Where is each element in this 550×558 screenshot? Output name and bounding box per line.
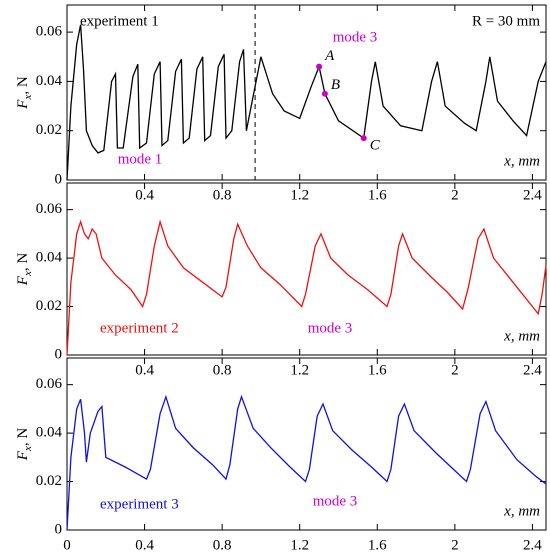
point-label: A (324, 48, 335, 64)
point-label: B (331, 77, 340, 93)
y-label-sub: x (22, 271, 34, 277)
x-tick-label: 2.4 (523, 362, 542, 378)
plot-frame (66, 4, 547, 181)
y-label-sub: x (22, 95, 34, 101)
x-tick-label: 0.8 (213, 537, 232, 553)
y-tick-label: 0.02 (36, 298, 62, 314)
x-tick-label: 0.4 (135, 537, 154, 553)
x-tick-label: 1.2 (290, 362, 309, 378)
x-tick-label: 2 (451, 362, 459, 378)
annotation: mode 1 (118, 151, 163, 167)
x-tick-label: 0.4 (135, 362, 154, 378)
y-tick-label: 0 (55, 171, 63, 187)
x-tick-label: 2.4 (523, 187, 542, 203)
y-tick-label: 0.02 (36, 473, 62, 489)
y-label-unit: , N (15, 76, 31, 95)
y-label-main: F (15, 275, 31, 286)
annotation: mode 3 (308, 320, 353, 336)
y-label-sub: x (22, 446, 34, 452)
y-tick-label: 0.04 (36, 250, 63, 266)
annotation: mode 3 (333, 29, 378, 45)
y-label-main: F (15, 450, 31, 461)
x-tick-label: 0.8 (213, 362, 232, 378)
y-tick-label: 0.04 (36, 425, 63, 441)
y-tick-label: 0 (55, 521, 63, 537)
marker-point (360, 135, 367, 142)
point-label: C (370, 138, 381, 154)
marker-point (321, 90, 328, 97)
y-axis-label: Fx, N (15, 428, 33, 462)
y-tick-label: 0.06 (36, 376, 63, 392)
x-tick-label: 0.8 (213, 187, 232, 203)
x-tick-label: 2 (451, 537, 459, 553)
x-tick-label: 2 (451, 187, 459, 203)
x-axis-label: x, mm (503, 503, 540, 519)
x-axis-label: x, mm (503, 328, 540, 344)
plot-frame (66, 357, 547, 531)
x-tick-label: 0.4 (135, 187, 154, 203)
y-tick-label: 0 (55, 346, 63, 362)
annotation: R = 30 mm (472, 13, 540, 29)
x-tick-label: 2.4 (523, 537, 542, 553)
marker-point (316, 63, 323, 70)
annotation: experiment 1 (80, 13, 159, 29)
x-tick-label: 1.6 (368, 537, 387, 553)
y-tick-label: 0.06 (36, 24, 63, 40)
annotation: experiment 2 (100, 320, 179, 336)
y-label-main: F (15, 99, 31, 110)
data-line (66, 394, 547, 531)
x-tick-label: 0 (63, 537, 71, 553)
x-axis-label: x, mm (503, 153, 540, 169)
y-axis-label: Fx, N (15, 253, 33, 287)
y-label-unit: , N (15, 428, 31, 447)
y-tick-label: 0.06 (36, 201, 63, 217)
y-tick-label: 0.04 (36, 73, 63, 89)
y-tick-label: 0.02 (36, 122, 62, 138)
y-label-unit: , N (15, 253, 31, 272)
x-tick-label: 1.6 (368, 362, 387, 378)
data-line (66, 24, 547, 181)
y-axis-label: Fx, N (15, 76, 33, 110)
data-line (66, 219, 547, 356)
x-tick-label: 1.2 (290, 537, 309, 553)
annotation: experiment 3 (100, 496, 179, 512)
x-tick-label: 1.2 (290, 187, 309, 203)
x-tick-label: 1.6 (368, 187, 387, 203)
annotation: mode 3 (313, 493, 358, 509)
